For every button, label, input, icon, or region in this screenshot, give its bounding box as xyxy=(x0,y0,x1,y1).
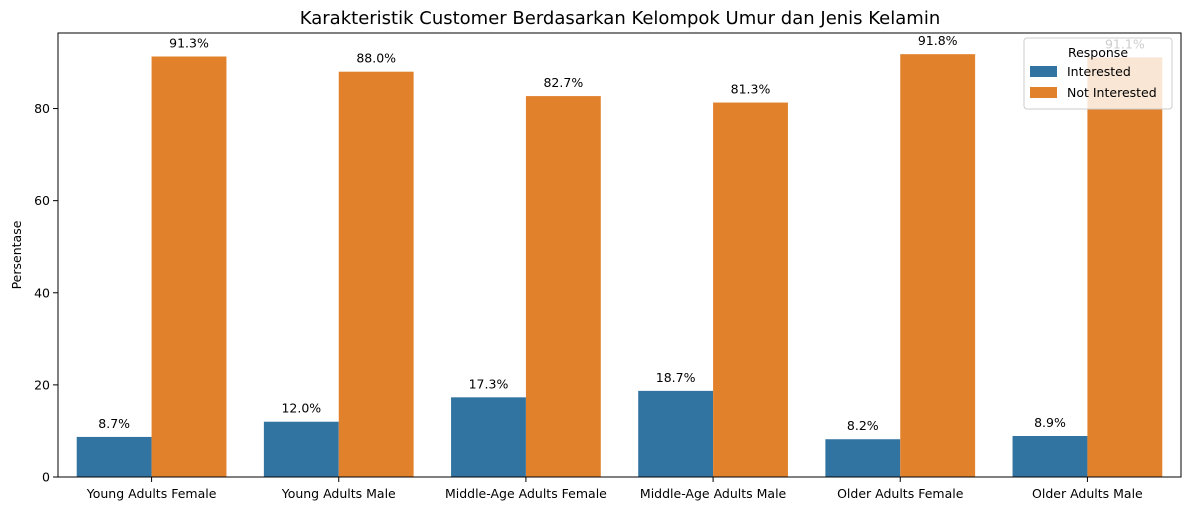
data-label: 81.3% xyxy=(731,82,771,97)
y-tick-label: 0 xyxy=(42,470,50,485)
bar-interested-1 xyxy=(263,421,339,477)
bar-interested-0 xyxy=(76,436,152,477)
bar-not-interested-1 xyxy=(338,71,414,478)
legend-swatch-not-interested xyxy=(1030,87,1057,98)
data-labels-group: 8.7% 12.0% 17.3% 18.7% 8.2% 8.9% 91.3% 88.0% 82.… xyxy=(98,33,1145,433)
data-label: 18.7% xyxy=(656,370,696,385)
y-tick-label: 40 xyxy=(34,285,50,300)
bar-interested-4 xyxy=(825,439,901,477)
y-tick-label: 60 xyxy=(34,193,50,208)
y-tick-label: 20 xyxy=(34,377,50,392)
data-label: 8.9% xyxy=(1034,415,1066,430)
y-tick-label: 80 xyxy=(34,101,50,116)
bar-interested-2 xyxy=(451,397,526,477)
legend: Response Interested Not Interested xyxy=(1023,37,1173,110)
legend-title: Response xyxy=(1068,45,1128,60)
data-label: 91.3% xyxy=(169,35,209,50)
x-tick-label: Older Adults Female xyxy=(837,486,964,501)
bar-not-interested-5 xyxy=(1087,57,1163,477)
legend-box xyxy=(1023,37,1173,110)
bar-not-interested-3 xyxy=(713,102,788,477)
data-label: 8.7% xyxy=(98,416,130,431)
data-label: 88.0% xyxy=(356,51,396,66)
x-tick-label: Older Adults Male xyxy=(1032,486,1143,501)
plot-frame xyxy=(57,32,1182,478)
bar-not-interested-2 xyxy=(525,96,601,478)
legend-label: Interested xyxy=(1067,64,1131,79)
x-tick-label: Middle-Age Adults Male xyxy=(640,486,787,501)
data-label: 91.8% xyxy=(918,33,958,48)
x-axis: Young Adults Female Young Adults Male Midd… xyxy=(86,477,1143,501)
y-axis-label: Persentase xyxy=(9,220,24,289)
x-tick-label: Young Adults Female xyxy=(86,486,217,501)
bar-not-interested-4 xyxy=(900,54,976,478)
data-label: 8.2% xyxy=(847,418,879,433)
bar-interested-3 xyxy=(638,390,714,477)
data-label: 12.0% xyxy=(281,401,321,416)
bars-group xyxy=(76,54,1163,478)
bar-interested-5 xyxy=(1012,436,1088,477)
x-tick-label: Young Adults Male xyxy=(281,486,396,501)
data-label: 82.7% xyxy=(543,75,583,90)
legend-label: Not Interested xyxy=(1067,85,1157,100)
x-tick-label: Middle-Age Adults Female xyxy=(445,486,607,501)
data-label: 17.3% xyxy=(469,376,509,391)
legend-swatch-interested xyxy=(1030,66,1057,77)
y-axis: 0 20 40 60 80 xyxy=(34,101,58,485)
chart-title: Karakteristik Customer Berdasarkan Kelom… xyxy=(300,8,940,29)
bar-not-interested-0 xyxy=(151,56,227,478)
